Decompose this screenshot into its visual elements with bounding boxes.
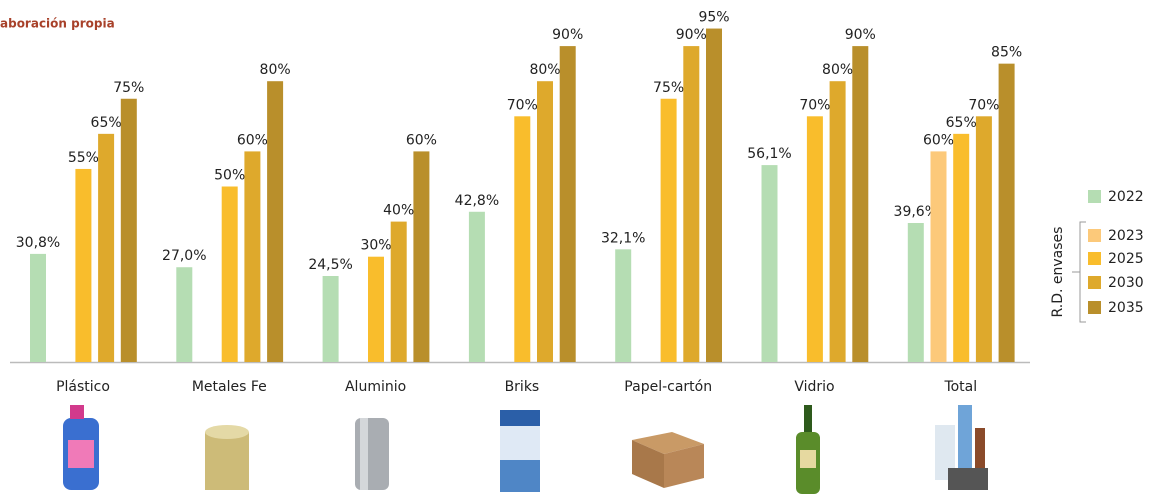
value-label: 65% (946, 115, 977, 131)
value-label: 60% (406, 132, 437, 148)
legend-label: 2022 (1108, 189, 1144, 205)
icon-papel (632, 432, 704, 488)
value-label: 90% (676, 27, 707, 43)
bar (468, 211, 485, 362)
icon-aluminio (355, 418, 389, 490)
icon-plastico (63, 405, 99, 490)
bar (683, 46, 700, 362)
legend-swatch (1088, 229, 1101, 242)
value-label: 56,1% (747, 146, 791, 162)
bar (998, 63, 1015, 363)
bar (930, 151, 947, 362)
value-label: 75% (653, 80, 684, 96)
bar (706, 28, 722, 363)
value-label: 60% (237, 132, 268, 148)
value-label: 30% (360, 238, 391, 254)
bar (660, 98, 677, 362)
bar (368, 256, 384, 362)
legend-label: 2030 (1108, 275, 1144, 291)
category-label: Total (943, 379, 977, 395)
bar (30, 253, 46, 362)
bar (221, 186, 238, 362)
bar (75, 168, 92, 362)
value-label: 70% (968, 97, 999, 113)
bar (322, 276, 339, 362)
bar (176, 267, 193, 362)
legend-swatch (1088, 276, 1101, 289)
value-label: 55% (68, 150, 99, 166)
icon-total (935, 405, 988, 490)
legend-swatch (1088, 190, 1101, 203)
value-label: 65% (91, 115, 122, 131)
value-label: 39,6% (894, 204, 938, 220)
category-label: Papel-cartón (624, 379, 712, 395)
bar (267, 81, 284, 362)
icon-vidrio (796, 405, 820, 494)
legend-label: 2035 (1108, 300, 1144, 316)
bar (390, 221, 407, 362)
bar (120, 98, 137, 362)
value-label: 70% (799, 97, 830, 113)
value-label: 50% (214, 168, 245, 184)
value-label: 80% (529, 62, 560, 78)
category-label: Aluminio (345, 379, 406, 395)
value-label: 75% (113, 80, 144, 96)
bar (615, 249, 632, 362)
icon-briks (500, 410, 540, 492)
legend-swatch (1088, 252, 1101, 265)
bar (559, 46, 576, 362)
legend-bracket (1072, 221, 1086, 323)
value-label: 80% (260, 62, 291, 78)
value-label: 30,8% (16, 235, 60, 251)
bar (806, 116, 823, 362)
value-label: 24,5% (308, 257, 352, 273)
value-label: 42,8% (455, 193, 499, 209)
bar (761, 165, 778, 362)
bar (953, 133, 970, 362)
legend-label: 2023 (1108, 228, 1144, 244)
source-note: aboración propia (0, 17, 115, 31)
category-label: Plástico (56, 379, 110, 395)
value-label: 80% (822, 62, 853, 78)
category-label: Briks (505, 379, 540, 395)
value-label: 40% (383, 203, 414, 219)
value-label: 90% (552, 27, 583, 43)
bar (244, 151, 261, 362)
value-label: 32,1% (601, 230, 645, 246)
bar (907, 223, 924, 362)
value-label: 95% (698, 10, 729, 26)
bar (514, 116, 531, 362)
bar (975, 116, 992, 362)
value-label: 70% (507, 97, 538, 113)
value-label: 90% (845, 27, 876, 43)
value-label: 27,0% (162, 248, 206, 264)
bar (98, 133, 115, 362)
category-label: Vidrio (794, 379, 834, 395)
legend-group-label: R.D. envases (1050, 227, 1066, 318)
value-label: 85% (991, 45, 1022, 61)
legend-label: 2025 (1108, 251, 1144, 267)
bar (852, 46, 869, 362)
legend-swatch (1088, 301, 1101, 314)
value-label: 60% (923, 132, 954, 148)
icon-metales (205, 425, 249, 490)
bar (413, 151, 430, 362)
bar (537, 81, 553, 362)
bar (829, 81, 846, 362)
category-label: Metales Fe (192, 379, 267, 395)
